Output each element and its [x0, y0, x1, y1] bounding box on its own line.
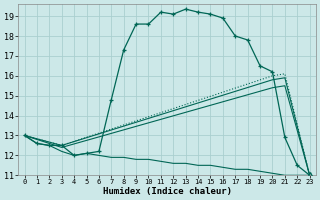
- X-axis label: Humidex (Indice chaleur): Humidex (Indice chaleur): [103, 187, 232, 196]
